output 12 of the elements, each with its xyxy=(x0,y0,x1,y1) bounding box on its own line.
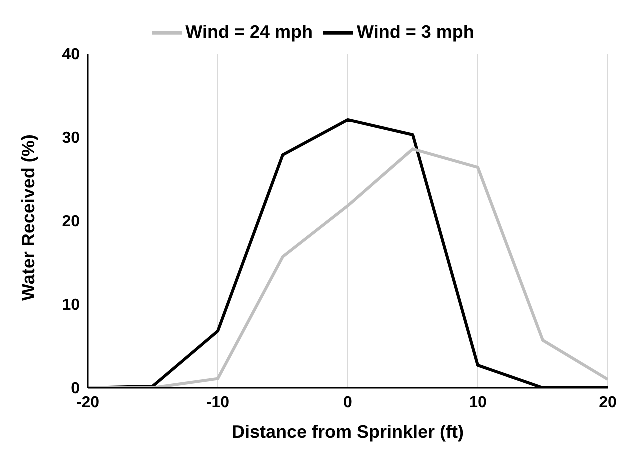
y-tick-label: 20 xyxy=(62,214,80,231)
x-tick-label: 10 xyxy=(469,394,487,412)
x-axis-title: Distance from Sprinkler (ft) xyxy=(232,422,464,442)
y-axis-title: Water Received (%) xyxy=(18,134,38,301)
y-tick-label: 30 xyxy=(62,130,80,148)
x-tick-label: 20 xyxy=(599,394,617,412)
legend-label: Wind = 24 mph xyxy=(186,22,313,42)
x-tick-label: -10 xyxy=(206,394,230,412)
y-tick-label: 10 xyxy=(62,297,80,314)
x-tick-label: 0 xyxy=(344,394,353,412)
legend-label: Wind = 3 mph xyxy=(357,22,474,42)
y-tick-label: 40 xyxy=(62,46,80,64)
